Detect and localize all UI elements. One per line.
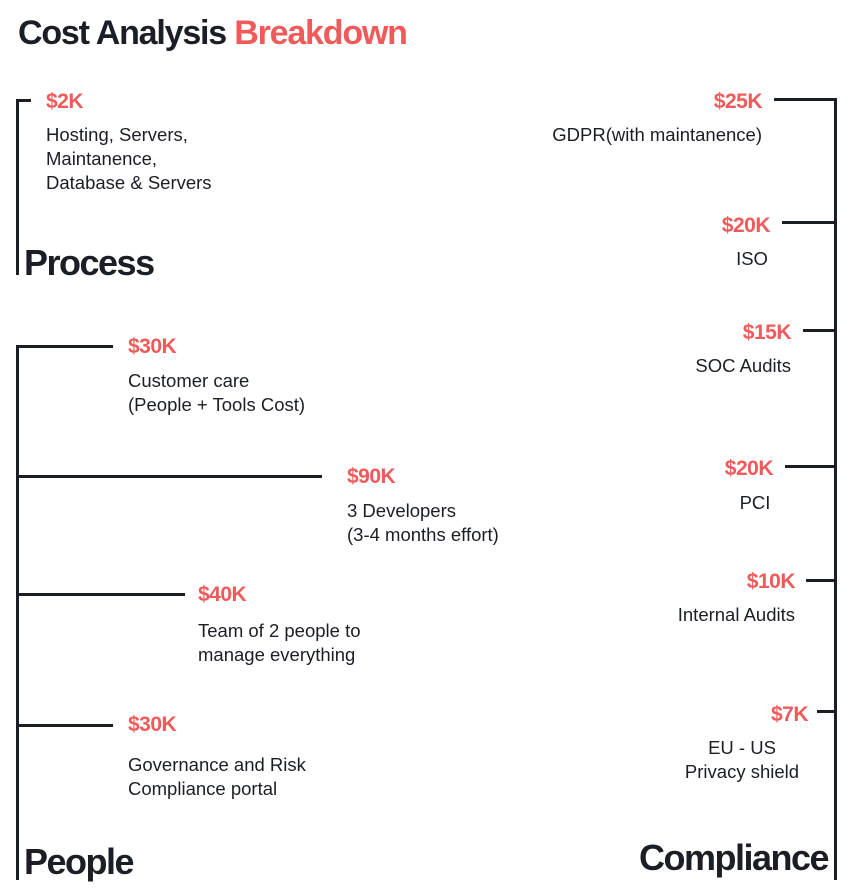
people-item-description: Team of 2 people to manage everything <box>198 619 361 667</box>
compliance-heading: Compliance <box>638 837 830 878</box>
process-vertical-line <box>16 99 19 275</box>
description-line: ISO <box>736 248 768 269</box>
compliance-item-amount: $15K <box>742 321 792 344</box>
people-item-amount: $90K <box>347 465 396 488</box>
compliance-branch-line <box>806 579 837 582</box>
compliance-item-description: Internal Audits <box>678 603 795 627</box>
description-line: Internal Audits <box>677 604 795 625</box>
title-main: Cost Analysis <box>18 14 227 52</box>
compliance-branch-line <box>785 465 837 468</box>
description-line: manage everything <box>198 644 356 665</box>
description-line: (3-4 months effort) <box>347 524 499 545</box>
compliance-vertical-line <box>834 98 837 880</box>
description-line: Maintanence, <box>46 148 158 169</box>
people-heading: People <box>24 841 135 882</box>
people-item-amount: $30K <box>128 713 177 736</box>
people-branch-line <box>16 475 322 478</box>
people-item-description: Governance and Risk Compliance portal <box>128 753 306 801</box>
people-vertical-line <box>16 345 19 880</box>
people-item-description: Customer care (People + Tools Cost) <box>128 369 305 417</box>
process-heading: Process <box>24 242 155 283</box>
people-item-amount: $40K <box>198 583 247 606</box>
compliance-item-amount: $20K <box>721 214 771 237</box>
people-item-amount: $30K <box>128 335 177 358</box>
description-line: Customer care <box>128 370 250 391</box>
people-branch-line <box>16 593 185 596</box>
title-accent: Breakdown <box>234 14 408 52</box>
compliance-item-description: SOC Audits <box>695 354 791 378</box>
people-branch-line <box>16 345 113 348</box>
people-item-description: 3 Developers (3-4 months effort) <box>347 499 499 547</box>
compliance-item-amount: $20K <box>724 457 774 480</box>
description-line: Governance and Risk <box>128 754 306 775</box>
compliance-item-amount: $10K <box>746 570 796 593</box>
compliance-item-description: ISO <box>712 247 792 271</box>
process-top-tick <box>16 99 31 102</box>
process-item-description: Hosting, Servers, Maintanence, Database … <box>46 123 212 195</box>
process-item-amount: $2K <box>46 90 84 113</box>
description-line: Database & Servers <box>46 172 212 193</box>
description-line: EU - US <box>708 737 776 758</box>
description-line: Privacy shield <box>684 761 800 782</box>
description-line: SOC Audits <box>695 355 791 376</box>
people-branch-line <box>16 724 113 727</box>
description-line: Compliance portal <box>128 778 278 799</box>
compliance-item-amount: $7K <box>770 703 809 726</box>
compliance-branch-line <box>774 98 837 101</box>
compliance-item-description: GDPR(with maintanence) <box>552 123 762 147</box>
compliance-branch-line <box>817 710 837 713</box>
description-line: PCI <box>739 492 771 513</box>
description-line: Team of 2 people to <box>198 620 361 641</box>
description-line: 3 Developers <box>347 500 457 521</box>
page-title: Cost Analysis Breakdown <box>18 14 408 53</box>
compliance-item-amount: $25K <box>713 90 763 113</box>
compliance-item-description: EU - US Privacy shield <box>662 736 822 784</box>
compliance-branch-line <box>782 221 837 224</box>
compliance-branch-line <box>803 329 837 332</box>
description-line: GDPR(with maintanence) <box>552 124 762 145</box>
description-line: Hosting, Servers, <box>46 124 188 145</box>
description-line: (People + Tools Cost) <box>128 394 306 415</box>
compliance-item-description: PCI <box>715 491 795 515</box>
